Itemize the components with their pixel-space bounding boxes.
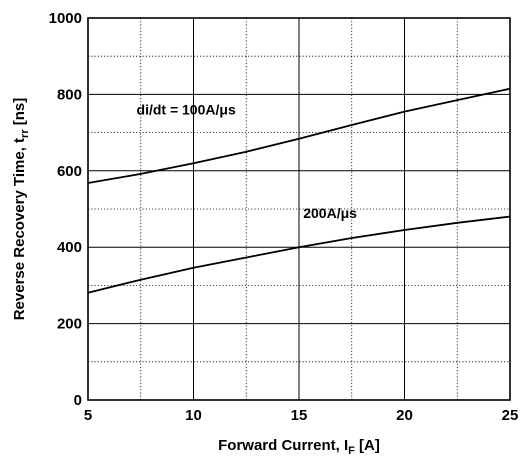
x-tick-label: 10 [185, 407, 202, 424]
grid [87, 17, 511, 401]
series-layer [87, 87, 511, 294]
x-axis-title-unit: [A] [355, 437, 380, 454]
y-tick-labels: 0 200 400 600 800 1000 [49, 10, 82, 409]
x-tick-label: 5 [84, 407, 92, 424]
y-tick-label: 600 [57, 163, 82, 180]
x-tick-label: 15 [291, 407, 308, 424]
series-line-1 [87, 87, 511, 184]
series-line-2 [87, 215, 511, 294]
y-axis-title-subscript: rr [19, 129, 31, 138]
x-axis-title: Forward Current, IF [A] [218, 437, 380, 457]
y-axis-title-unit: [ns] [11, 98, 28, 130]
y-tick-label: 400 [57, 239, 82, 256]
x-tick-label: 25 [502, 407, 519, 424]
y-tick-label: 200 [57, 316, 82, 333]
series-label-1: di/dt = 100A/μs [137, 101, 236, 117]
x-tick-label: 20 [396, 407, 413, 424]
plot-frame [87, 17, 511, 401]
x-axis-title-main: Forward Current, I [218, 437, 348, 454]
x-axis-title-subscript: F [348, 445, 355, 457]
series-label-2: 200A/μs [303, 205, 357, 221]
series-labels: di/dt = 100A/μs 200A/μs [137, 101, 358, 221]
y-tick-label: 0 [74, 392, 82, 409]
y-tick-label: 800 [57, 86, 82, 103]
y-axis-title-main: Reverse Recovery Time, t [11, 138, 28, 320]
x-tick-labels: 5 10 15 20 25 [84, 407, 519, 424]
y-axis-title: Reverse Recovery Time, trr [ns] [11, 98, 31, 321]
y-tick-label: 1000 [49, 10, 82, 27]
